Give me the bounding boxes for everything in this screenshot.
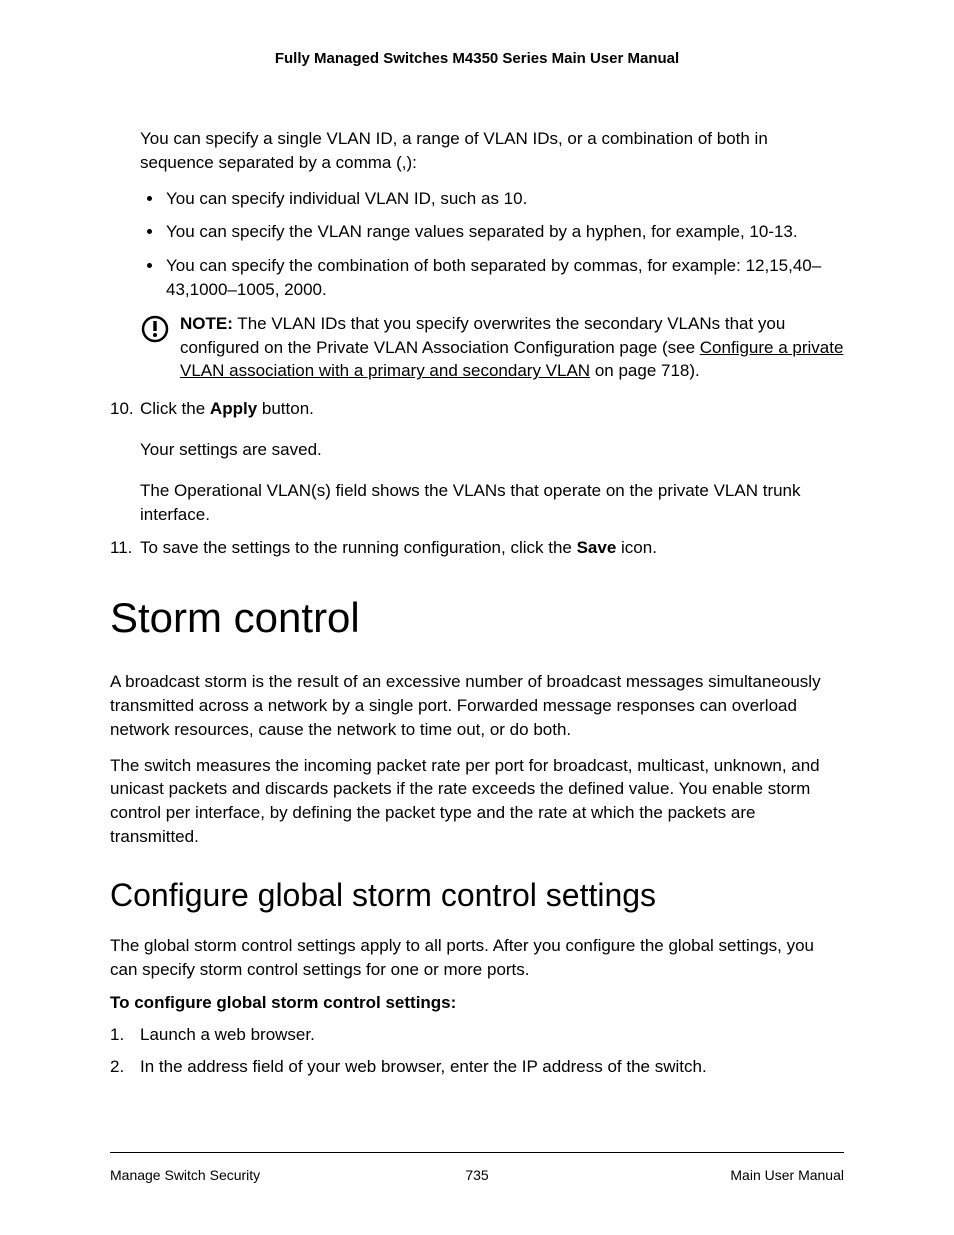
apply-button-ref: Apply <box>210 399 257 418</box>
proc-step-2: 2. In the address field of your web brow… <box>110 1055 844 1079</box>
step-number: 1. <box>110 1023 140 1047</box>
footer-right: Main User Manual <box>730 1167 844 1183</box>
section-paragraph-1: A broadcast storm is the result of an ex… <box>110 670 844 741</box>
running-header: Fully Managed Switches M4350 Series Main… <box>110 50 844 67</box>
subsection-paragraph: The global storm control settings apply … <box>110 934 844 982</box>
step-text-before: Click the <box>140 399 210 418</box>
page: Fully Managed Switches M4350 Series Main… <box>0 0 954 1235</box>
procedure-heading: To configure global storm control settin… <box>110 993 844 1013</box>
footer-left: Manage Switch Security <box>110 1167 260 1183</box>
section-heading-storm-control: Storm control <box>110 594 844 642</box>
step-10: 10. Click the Apply button. <box>110 397 844 421</box>
note-block: NOTE: The VLAN IDs that you specify over… <box>140 312 844 383</box>
warning-icon <box>140 314 170 349</box>
step-11: 11. To save the settings to the running … <box>110 536 844 560</box>
subsection-heading-configure-global: Configure global storm control settings <box>110 877 844 914</box>
step-number: 2. <box>110 1055 140 1079</box>
proc-step-1: 1. Launch a web browser. <box>110 1023 844 1047</box>
step-number: 10. <box>110 397 140 421</box>
list-item: You can specify individual VLAN ID, such… <box>164 187 844 211</box>
step-text: In the address field of your web browser… <box>140 1055 844 1079</box>
save-icon-ref: Save <box>577 538 617 557</box>
note-body-after: on page 718). <box>590 361 700 380</box>
note-text: NOTE: The VLAN IDs that you specify over… <box>180 312 844 383</box>
step-10-sub2: The Operational VLAN(s) field shows the … <box>140 479 844 527</box>
note-body-before: The VLAN IDs that you specify overwrites… <box>180 314 785 357</box>
list-item: You can specify the VLAN range values se… <box>164 220 844 244</box>
step-text: To save the settings to the running conf… <box>140 536 844 560</box>
step-10-sub1: Your settings are saved. <box>140 438 844 462</box>
intro-paragraph: You can specify a single VLAN ID, a rang… <box>140 127 844 175</box>
note-label: NOTE: <box>180 314 233 333</box>
section-paragraph-2: The switch measures the incoming packet … <box>110 754 844 849</box>
step-text-after: icon. <box>616 538 657 557</box>
vlan-spec-list: You can specify individual VLAN ID, such… <box>140 187 844 302</box>
step-text-before: To save the settings to the running conf… <box>140 538 577 557</box>
step-number: 11. <box>110 536 140 560</box>
step-text-after: button. <box>257 399 314 418</box>
page-footer: Manage Switch Security 735 Main User Man… <box>110 1152 844 1183</box>
list-item: You can specify the combination of both … <box>164 254 844 302</box>
step-text: Launch a web browser. <box>140 1023 844 1047</box>
step-text: Click the Apply button. <box>140 397 844 421</box>
